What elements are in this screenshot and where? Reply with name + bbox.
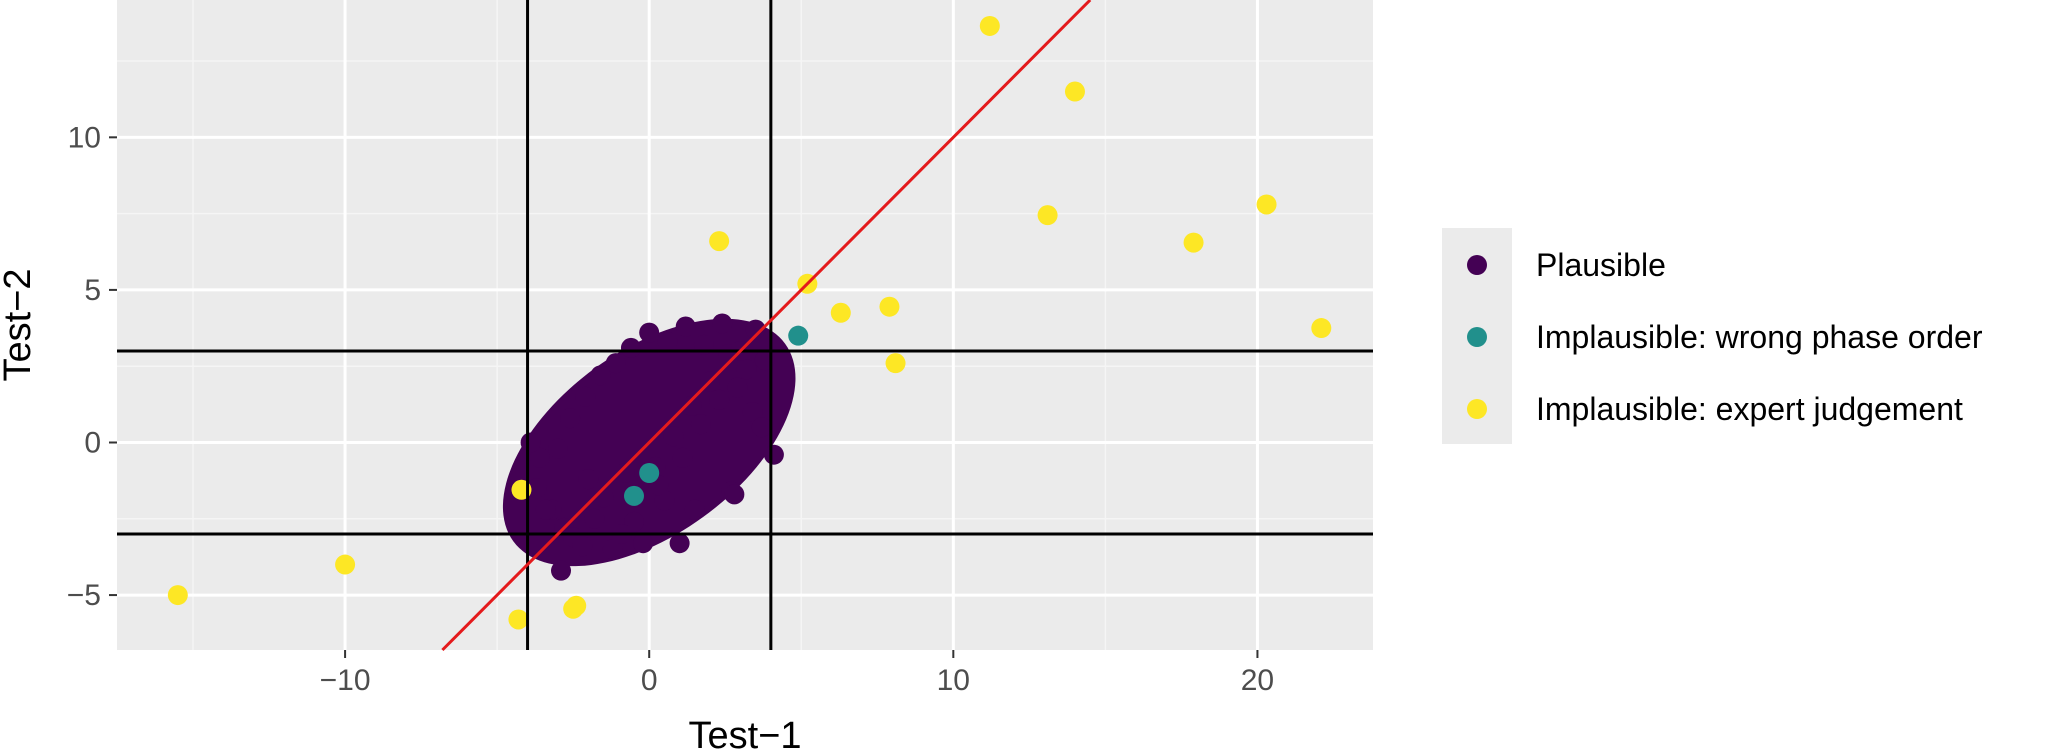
expert-judgement-point <box>885 353 906 374</box>
plausible-point <box>657 331 678 352</box>
plausible-point <box>736 359 757 380</box>
x-tick-label: 0 <box>641 664 658 697</box>
x-axis-title: Test−1 <box>688 715 801 750</box>
expert-judgement-point <box>1256 194 1277 215</box>
x-tick-label: 20 <box>1241 664 1274 697</box>
expert-judgement-point <box>979 15 1000 36</box>
y-tick-label: 5 <box>84 274 101 307</box>
plausible-point <box>593 487 614 508</box>
y-tick-label: −5 <box>67 579 101 612</box>
plausible-point <box>684 499 705 520</box>
plausible-point <box>605 353 626 374</box>
plausible-point <box>590 365 611 386</box>
plausible-point <box>572 536 593 557</box>
expert-judgement-point <box>879 296 900 317</box>
plausible-point <box>633 533 654 554</box>
legend-key-wrong-phase-order <box>1467 327 1487 347</box>
plausible-point <box>620 337 641 358</box>
wrong-phase-order-point <box>639 463 660 484</box>
plausible-point <box>675 316 696 337</box>
plausible-point <box>663 426 684 447</box>
plausible-point <box>681 395 702 416</box>
legend-key-expert-judgement <box>1467 399 1487 419</box>
plausible-point <box>639 322 660 343</box>
plausible-point <box>560 408 581 429</box>
plausible-point <box>727 377 748 398</box>
plausible-point <box>654 490 675 511</box>
x-tick-label: 10 <box>937 664 970 697</box>
reference-lines <box>117 0 1373 652</box>
data-points <box>167 15 1332 630</box>
plausible-point <box>584 508 605 529</box>
y-axis-title: Test−2 <box>0 268 39 381</box>
legend-key-plausible <box>1467 255 1487 275</box>
plausible-point <box>751 417 772 438</box>
expert-judgement-point <box>167 585 188 606</box>
x-axis-ticks: −10 0 10 20 <box>320 650 1274 697</box>
expert-judgement-point <box>1183 232 1204 253</box>
y-axis-ticks: −5 0 5 10 <box>67 121 117 612</box>
plausible-point <box>742 401 763 422</box>
expert-judgement-point <box>335 554 356 575</box>
plausible-point <box>690 414 711 435</box>
legend-label-wrong-phase-order: Implausible: wrong phase order <box>1536 319 1983 355</box>
legend: Plausible Implausible: wrong phase order… <box>1442 228 1983 444</box>
wrong-phase-order-point <box>623 485 644 506</box>
plausible-point <box>724 484 745 505</box>
legend-label-expert-judgement: Implausible: expert judgement <box>1536 391 1963 427</box>
plausible-point <box>672 447 693 468</box>
y-tick-label: 0 <box>84 426 101 459</box>
y-tick-label: 10 <box>68 121 101 154</box>
plausible-point <box>614 463 635 484</box>
expert-judgement-point <box>563 598 584 619</box>
expert-judgement-point <box>709 231 730 252</box>
expert-judgement-point <box>1064 81 1085 102</box>
plausible-point <box>520 432 541 453</box>
expert-judgement-point <box>1037 205 1058 226</box>
x-tick-label: −10 <box>320 664 371 697</box>
plausible-point <box>535 499 556 520</box>
plausible-point <box>529 447 550 468</box>
plausible-point <box>547 438 568 459</box>
legend-label-plausible: Plausible <box>1536 247 1666 283</box>
plausible-point <box>709 389 730 410</box>
expert-judgement-point <box>830 302 851 323</box>
identity-reference-line <box>441 0 1092 652</box>
plausible-point <box>763 444 784 465</box>
plausible-point <box>745 319 766 340</box>
plausible-point <box>669 533 690 554</box>
plausible-point <box>551 560 572 581</box>
expert-judgement-point <box>1311 318 1332 339</box>
plausible-point <box>712 313 733 334</box>
plausible-point <box>526 478 547 499</box>
wrong-phase-order-point <box>788 325 809 346</box>
plausible-point <box>623 511 644 532</box>
plausible-point <box>575 386 596 407</box>
expert-judgement-point <box>508 609 529 630</box>
plausible-point <box>602 539 623 560</box>
plausible-point <box>578 469 599 490</box>
